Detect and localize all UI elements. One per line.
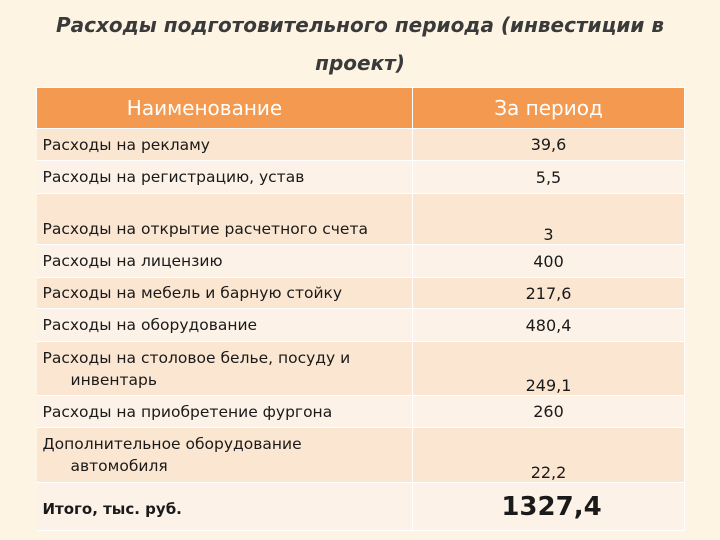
page-title-line2: проект) (315, 51, 405, 75)
row-name: Расходы на столовое белье, посуду и инве… (36, 341, 413, 396)
row-value: 3 (412, 193, 685, 245)
page-title: Расходы подготовительного периода (инвес… (0, 6, 720, 82)
row-name: Расходы на лицензию (36, 244, 413, 278)
table-row: Расходы на рекламу 39,6 (36, 128, 685, 161)
table-row: Расходы на приобретение фургона 260 (36, 395, 685, 428)
table-row: Расходы на столовое белье, посуду и инве… (36, 341, 685, 396)
row-value: 5,5 (412, 160, 685, 194)
column-header-period: За период (412, 87, 685, 129)
row-value: 217,6 (412, 277, 685, 309)
row-name: Расходы на мебель и барную стойку (36, 277, 413, 309)
table-header-row: Наименование За период (36, 87, 685, 129)
row-value: 249,1 (412, 341, 685, 396)
row-name-line2: инвентарь (70, 370, 158, 389)
row-value: 260 (412, 395, 685, 428)
page-title-line1: Расходы подготовительного периода (инвес… (55, 13, 665, 37)
table-row: Расходы на регистрацию, устав 5,5 (36, 160, 685, 194)
row-name: Расходы на регистрацию, устав (36, 160, 413, 194)
total-row: Итого, тыс. руб. 1327,4 (36, 482, 685, 531)
row-value: 22,2 (412, 427, 685, 483)
row-name: Дополнительное оборудование автомобиля (36, 427, 413, 483)
row-value: 39,6 (412, 128, 685, 161)
total-value: 1327,4 (412, 482, 685, 531)
row-name: Расходы на открытие расчетного счета (36, 193, 413, 245)
total-label: Итого, тыс. руб. (36, 482, 413, 531)
row-name: Расходы на приобретение фургона (36, 395, 413, 428)
row-value: 400 (412, 244, 685, 278)
row-value: 480,4 (412, 308, 685, 342)
table-row: Расходы на оборудование 480,4 (36, 308, 685, 342)
row-name: Расходы на оборудование (36, 308, 413, 342)
expenses-table: Наименование За период Расходы на реклам… (36, 87, 685, 531)
column-header-name: Наименование (36, 87, 413, 129)
row-name-line2: автомобиля (70, 457, 168, 475)
row-name-line1: Расходы на столовое белье, посуду и (42, 348, 351, 367)
table-row: Дополнительное оборудование автомобиля 2… (36, 427, 685, 483)
table-row: Расходы на лицензию 400 (36, 244, 685, 278)
table-row: Расходы на открытие расчетного счета 3 (36, 193, 685, 245)
table-row: Расходы на мебель и барную стойку 217,6 (36, 277, 685, 309)
row-name-line1: Дополнительное оборудование (42, 435, 302, 453)
row-name: Расходы на рекламу (36, 128, 413, 161)
